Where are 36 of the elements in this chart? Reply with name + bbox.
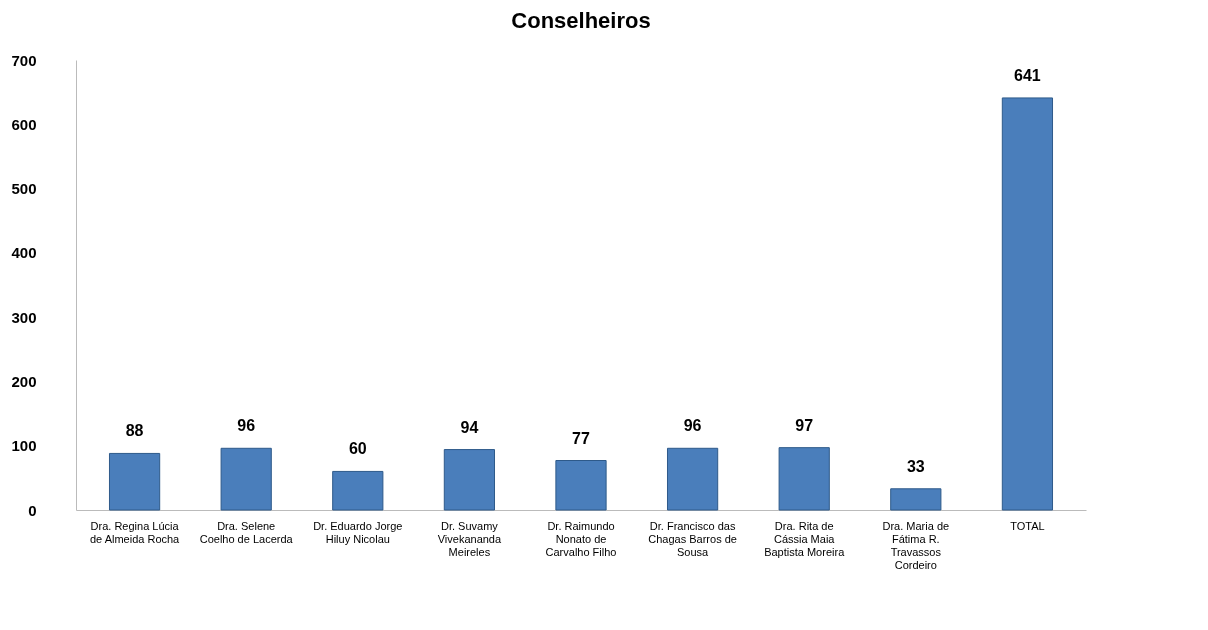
- x-tick-label: Dr. Francisco das Chagas Barros de Sousa: [648, 519, 737, 558]
- x-tick-label: TOTAL: [1010, 519, 1045, 532]
- bar: [1001, 97, 1054, 511]
- bar: [890, 488, 942, 511]
- bar: [220, 447, 272, 511]
- data-label: 77: [572, 429, 590, 447]
- data-label: 96: [237, 417, 256, 435]
- x-tick-label: Dr. Raimundo Nonato de Carvalho Filho: [545, 519, 617, 558]
- bar: [332, 470, 384, 511]
- y-tick-label: 500: [11, 180, 37, 198]
- x-tick-label: Dra. Selene Coelho de Lacerda: [199, 519, 294, 545]
- data-label: 97: [795, 416, 814, 434]
- data-label: 96: [683, 417, 702, 435]
- y-tick-label: 300: [11, 308, 37, 326]
- x-tick-label: Dra. Rita de Cássia Maia Baptista Moreira: [764, 519, 846, 558]
- data-label: 88: [125, 422, 144, 440]
- chart-title: Conselheiros: [511, 8, 651, 33]
- data-label: 33: [906, 457, 925, 475]
- x-tick-label: Dr. Eduardo Jorge Hiluy Nicolau: [313, 519, 403, 545]
- y-tick-label: 0: [28, 501, 37, 519]
- bar: [443, 449, 496, 511]
- x-tick-label: Dra. Maria de Fátima R. Travassos Cordeiro: [882, 519, 950, 571]
- bar: [778, 447, 830, 511]
- y-tick-label: 600: [11, 115, 37, 133]
- bar: [108, 452, 161, 511]
- data-label: 641: [1014, 66, 1041, 84]
- x-tick-label: Dr. Suvamy Vivekananda Meireles: [437, 519, 502, 558]
- y-tick-label: 200: [11, 372, 37, 390]
- data-label: 94: [460, 418, 479, 436]
- x-tick-label: Dra. Regina Lúcia de Almeida Rocha: [89, 519, 181, 545]
- data-label: 60: [348, 440, 367, 458]
- y-tick-label: 700: [11, 51, 37, 69]
- y-tick-label: 100: [11, 437, 37, 455]
- bar: [555, 460, 607, 511]
- y-tick-label: 400: [11, 244, 37, 262]
- bar: [666, 447, 719, 511]
